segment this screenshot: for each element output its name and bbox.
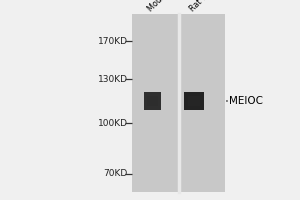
Bar [132, 14, 225, 192]
Bar [188, 96, 200, 106]
Text: 70KD: 70KD [103, 170, 128, 178]
Text: 130KD: 130KD [98, 74, 128, 84]
Text: Rat testis: Rat testis [188, 0, 221, 13]
Text: MEIOC: MEIOC [229, 96, 263, 106]
Bar [184, 92, 204, 110]
Text: 100KD: 100KD [98, 118, 128, 128]
Text: Mouse testis: Mouse testis [146, 0, 188, 13]
Text: 170KD: 170KD [98, 36, 128, 46]
Bar [144, 92, 161, 110]
Bar [147, 96, 158, 106]
